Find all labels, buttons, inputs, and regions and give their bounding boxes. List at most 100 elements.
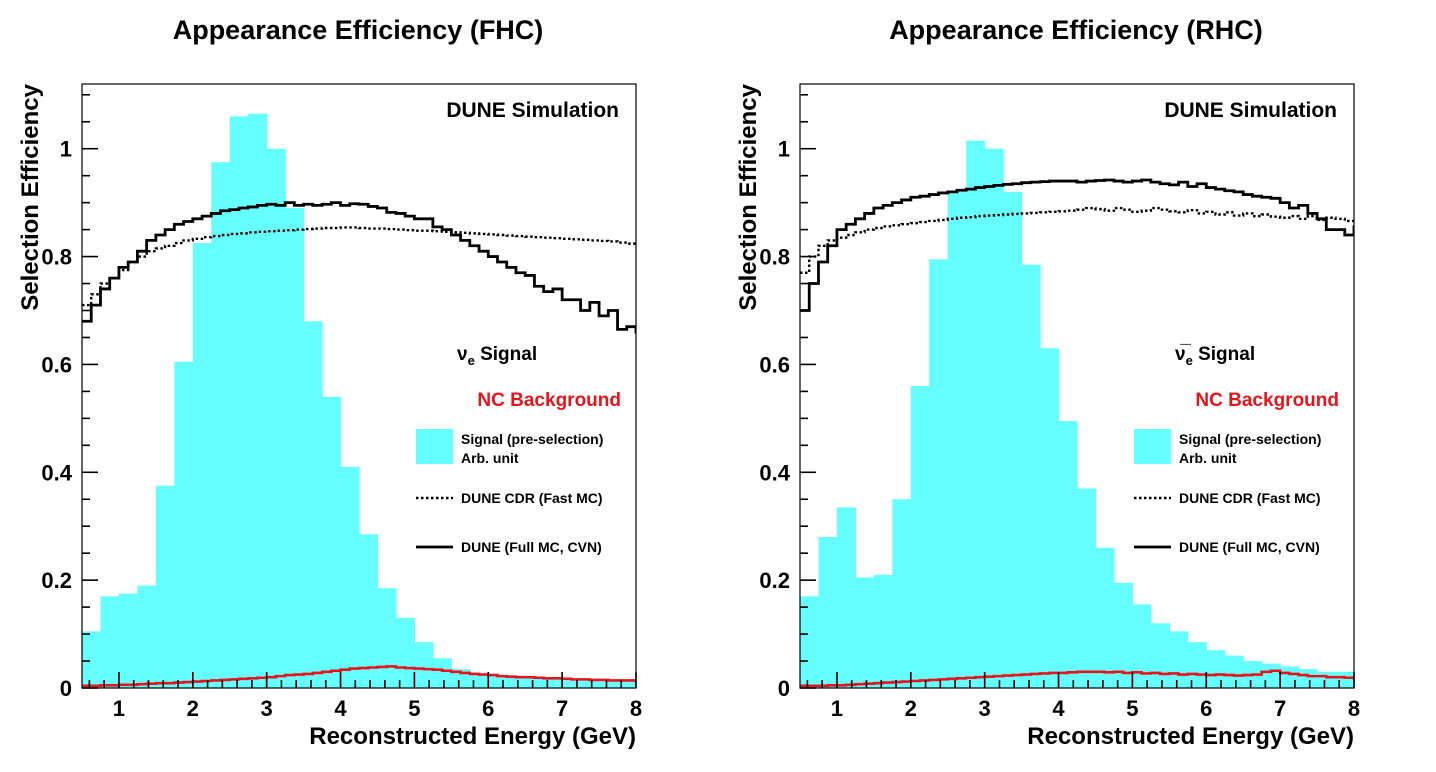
legend-fast-mc-label: DUNE CDR (Fast MC)	[461, 490, 603, 506]
signal-suffix: Signal	[1193, 344, 1255, 365]
plot-area	[82, 113, 636, 688]
legend-signal-swatch	[416, 429, 453, 464]
nc-background-line	[800, 669, 1354, 688]
x-tick-label: 3	[979, 696, 991, 721]
fast-mc-line	[82, 226, 636, 307]
signal-bar	[266, 148, 286, 688]
signal-bar	[1261, 663, 1281, 688]
signal-bar	[469, 674, 489, 688]
legend-signal-sublabel: Arb. unit	[1179, 450, 1237, 466]
signal-bar	[285, 208, 305, 688]
x-tick-label: 2	[905, 696, 917, 721]
signal-bar	[1058, 421, 1078, 688]
signal-bar	[1132, 604, 1152, 688]
signal-bar	[800, 596, 820, 688]
signal-bar	[580, 680, 600, 688]
signal-bar	[155, 485, 175, 688]
signal-bar	[506, 677, 526, 688]
signal-bar	[137, 585, 157, 688]
signal-bar	[1335, 671, 1354, 688]
signal-bar	[1003, 191, 1023, 688]
simulation-stamp: DUNE Simulation	[1164, 99, 1337, 122]
signal-suffix: Signal	[475, 344, 537, 365]
rhc-panel: Appearance Efficiency (RHC) 1 2 3 4 5 6 7 8 0 0.2 0…	[735, 15, 1360, 750]
signal-bar	[1040, 348, 1060, 688]
signal-bar	[174, 361, 194, 688]
signal-subscript: e	[468, 353, 475, 368]
y-tick-label: 0.2	[759, 568, 790, 593]
x-tick-label: 5	[1126, 696, 1138, 721]
signal-bar	[118, 593, 138, 688]
signal-bar	[303, 321, 323, 688]
signal-bar	[432, 658, 452, 688]
y-axis-label: Selection Efficiency	[17, 83, 44, 310]
signal-bar	[929, 259, 949, 688]
signal-bar	[414, 642, 434, 688]
y-tick-label: 0.2	[41, 568, 72, 593]
background-label: NC Background	[1195, 390, 1339, 411]
legend: Signal (pre-selection) Arb. unit DUNE CDR …	[1134, 429, 1321, 555]
signal-bar	[229, 116, 249, 688]
y-tick-label: 0.4	[759, 460, 790, 485]
full-mc-line	[800, 178, 1354, 312]
simulation-stamp: DUNE Simulation	[446, 99, 619, 122]
fhc-panel: Appearance Efficiency (FHC) 1 2 3 4 5 6 7 8 0 0.2 0…	[17, 15, 642, 750]
signal-bar	[543, 679, 563, 688]
signal-bar	[1095, 547, 1115, 688]
chart-title: Appearance Efficiency (RHC)	[889, 15, 1263, 45]
full-mc-line	[82, 201, 636, 334]
signal-bar	[947, 191, 967, 688]
legend-signal-sublabel: Arb. unit	[461, 450, 519, 466]
x-tick-label: 4	[334, 696, 347, 721]
signal-symbol: ν	[457, 344, 468, 365]
signal-label: νe Signal	[457, 344, 537, 368]
signal-bar	[211, 162, 231, 688]
signal-bar	[617, 681, 636, 688]
signal-bar	[910, 386, 930, 688]
y-tick-label: 0.8	[41, 245, 72, 270]
y-tick-label: 0	[778, 676, 790, 701]
signal-bar	[377, 588, 397, 688]
signal-bar	[340, 466, 360, 688]
signal-bar	[1187, 642, 1207, 688]
signal-bar	[855, 577, 875, 688]
signal-bar	[562, 680, 582, 688]
plot-area	[800, 140, 1354, 688]
y-tick-label: 1	[60, 137, 72, 162]
signal-bar	[1113, 582, 1133, 688]
y-tick-label: 1	[778, 137, 790, 162]
y-tick-label: 0.6	[41, 352, 72, 377]
signal-bar	[836, 507, 856, 688]
signal-bar	[1298, 669, 1318, 688]
signal-bar	[599, 681, 619, 688]
signal-bar	[1077, 488, 1097, 688]
signal-bar	[1280, 666, 1300, 688]
legend-fast-mc-label: DUNE CDR (Fast MC)	[1179, 490, 1321, 506]
x-tick-label: 6	[1200, 696, 1212, 721]
y-axis-label: Selection Efficiency	[735, 83, 762, 310]
chart-title: Appearance Efficiency (FHC)	[173, 15, 544, 45]
signal-bar	[1317, 671, 1337, 688]
fast-mc-line	[800, 206, 1354, 274]
y-tick-label: 0.6	[759, 352, 790, 377]
x-tick-label: 1	[113, 696, 125, 721]
signal-bar	[359, 534, 379, 688]
signal-bar	[984, 148, 1004, 688]
plot-frame	[81, 83, 637, 689]
legend-full-mc-label: DUNE (Full MC, CVN)	[461, 539, 602, 555]
x-tick-label: 1	[831, 696, 843, 721]
signal-bar	[1206, 650, 1226, 688]
x-tick-label: 7	[556, 696, 568, 721]
legend-signal-label: Signal (pre-selection)	[461, 431, 603, 447]
x-tick-label: 8	[1348, 696, 1360, 721]
signal-bar	[873, 574, 893, 688]
signal-bar	[322, 396, 342, 688]
signal-bar	[1224, 655, 1244, 688]
x-axis-label: Reconstructed Energy (GeV)	[309, 723, 636, 750]
signal-bar	[966, 140, 986, 688]
signal-bar	[1169, 631, 1189, 688]
signal-bar	[248, 113, 268, 688]
signal-bar	[818, 537, 838, 688]
x-axis-label: Reconstructed Energy (GeV)	[1027, 723, 1354, 750]
x-tick-label: 4	[1052, 696, 1065, 721]
